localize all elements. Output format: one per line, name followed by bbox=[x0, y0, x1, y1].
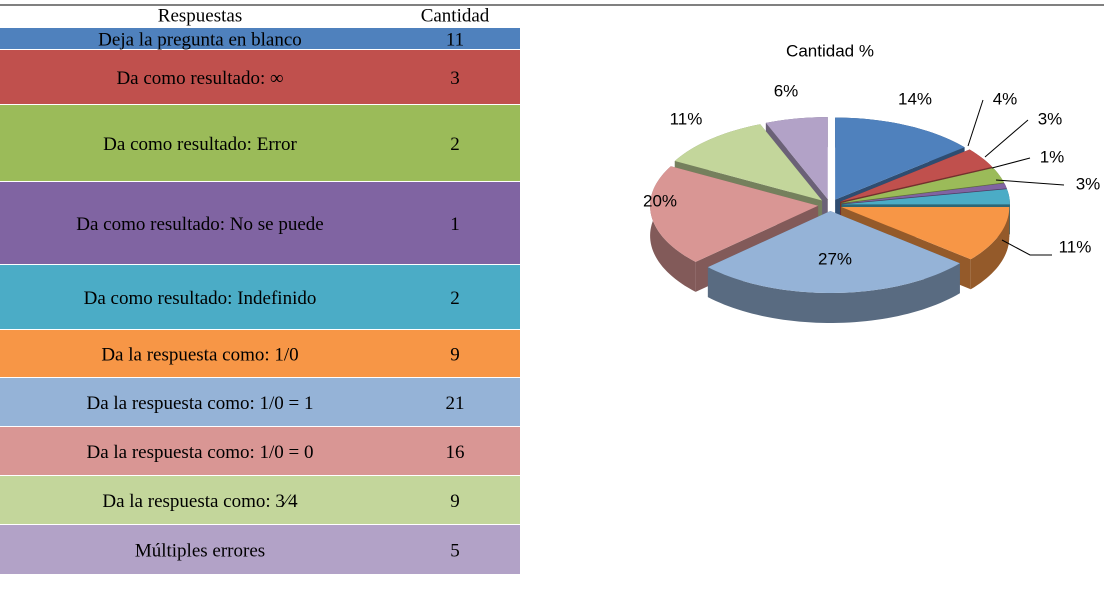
table-row bbox=[0, 525, 520, 574]
slice bbox=[841, 207, 1010, 260]
row-count: 9 bbox=[450, 344, 460, 365]
row-label: Da la respuesta como: 1/0 = 1 bbox=[86, 393, 313, 414]
slice bbox=[841, 168, 1005, 203]
leader-line bbox=[984, 119, 1029, 158]
data-label: 6% bbox=[774, 81, 799, 100]
row-count: 2 bbox=[450, 134, 460, 155]
data-label: 3% bbox=[1038, 109, 1063, 128]
table-row bbox=[0, 182, 520, 264]
slice-side bbox=[970, 207, 1010, 290]
leader-line bbox=[967, 99, 984, 147]
row-label: Da la respuesta como: 1/0 bbox=[101, 344, 298, 365]
leader-line bbox=[1001, 239, 1052, 256]
table-row bbox=[0, 476, 520, 524]
chart-title: Cantidad % bbox=[786, 41, 874, 60]
slice bbox=[835, 117, 965, 200]
slice bbox=[707, 210, 960, 293]
leader-line bbox=[991, 157, 1031, 169]
row-count: 11 bbox=[446, 29, 464, 50]
slice bbox=[840, 149, 993, 202]
row-label: Múltiples errores bbox=[135, 540, 265, 561]
table-row bbox=[0, 28, 520, 49]
data-label: 11% bbox=[670, 109, 703, 128]
table-row bbox=[0, 427, 520, 475]
data-label: 4% bbox=[993, 89, 1018, 108]
leader-line bbox=[995, 179, 1065, 186]
row-count: 21 bbox=[446, 393, 465, 414]
table-row bbox=[0, 105, 520, 181]
slice bbox=[674, 124, 823, 201]
row-count: 9 bbox=[450, 491, 460, 512]
row-count: 2 bbox=[450, 288, 460, 309]
slice bbox=[650, 166, 819, 262]
table-row bbox=[0, 378, 520, 426]
slice bbox=[841, 183, 1007, 204]
header-respuestas: Respuestas bbox=[158, 5, 242, 26]
data-label: 3% bbox=[1076, 174, 1101, 193]
table-row bbox=[0, 50, 520, 104]
data-label: 1% bbox=[1040, 147, 1065, 166]
row-label: Da como resultado: Error bbox=[103, 134, 297, 155]
table-row bbox=[0, 265, 520, 329]
data-label: 14% bbox=[898, 89, 932, 108]
row-label: Da como resultado: No se puede bbox=[76, 214, 323, 235]
row-label: Da la respuesta como: 1/0 = 0 bbox=[86, 442, 313, 463]
data-label: 27% bbox=[818, 249, 852, 268]
data-label: 11% bbox=[1059, 237, 1092, 256]
header-cantidad: Cantidad bbox=[421, 5, 490, 26]
slice-side bbox=[707, 263, 960, 323]
row-label: Deja la pregunta en blanco bbox=[98, 29, 302, 50]
row-count: 1 bbox=[450, 214, 460, 235]
row-count: 3 bbox=[450, 68, 460, 89]
row-count: 5 bbox=[450, 540, 460, 561]
row-label: Da como resultado: Indefinido bbox=[84, 288, 317, 309]
row-label: Da como resultado: ∞ bbox=[116, 68, 283, 89]
data-label: 20% bbox=[643, 191, 677, 210]
row-count: 16 bbox=[446, 442, 465, 463]
slice bbox=[765, 117, 828, 200]
row-label: Da la respuesta como: 3⁄4 bbox=[102, 491, 298, 512]
slice bbox=[841, 189, 1010, 205]
table-row bbox=[0, 330, 520, 377]
